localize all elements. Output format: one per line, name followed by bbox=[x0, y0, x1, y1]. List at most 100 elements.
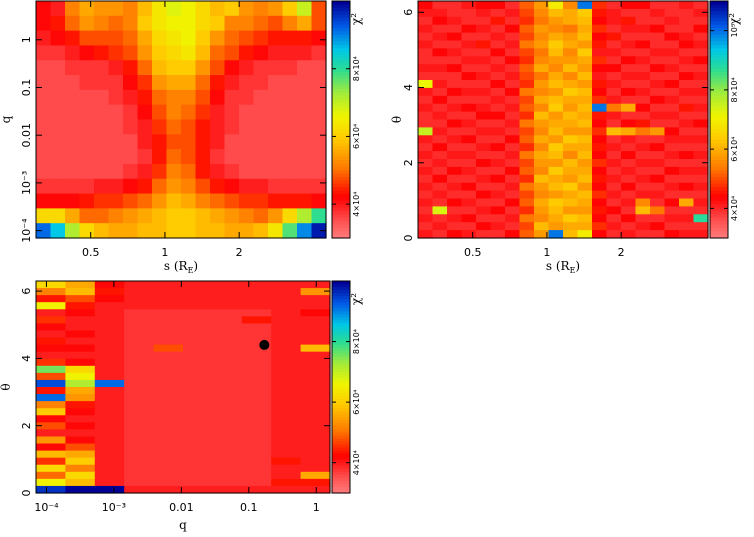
heatmap-cell bbox=[183, 365, 213, 374]
colorbar-step bbox=[710, 133, 728, 138]
heatmap-cell bbox=[592, 72, 608, 81]
heatmap-cell bbox=[606, 143, 622, 152]
heatmap-cell bbox=[606, 166, 622, 176]
heatmap-cell bbox=[183, 337, 213, 346]
colorbar-step bbox=[710, 58, 728, 63]
heatmap-cell bbox=[108, 89, 124, 106]
heatmap-cell bbox=[271, 281, 302, 289]
heatmap-cell bbox=[650, 103, 666, 113]
markers-q-theta bbox=[259, 339, 270, 350]
heatmap-cell bbox=[679, 174, 695, 184]
heatmap-cell bbox=[124, 330, 155, 339]
heatmap-cell bbox=[300, 401, 331, 409]
heatmap-cell bbox=[563, 143, 579, 152]
heatmap-cell bbox=[476, 8, 492, 18]
heatmap-cell bbox=[183, 422, 213, 430]
colorbar-frame bbox=[331, 0, 351, 239]
heatmap-cell bbox=[432, 127, 448, 136]
heatmap-cell bbox=[152, 119, 168, 135]
heatmap-cell bbox=[297, 104, 313, 121]
heatmap-cell bbox=[241, 408, 272, 416]
heatmap-cell bbox=[50, 149, 66, 165]
heatmap-cell bbox=[679, 159, 695, 168]
colorbar-step bbox=[710, 126, 728, 131]
heatmap-cell bbox=[300, 309, 331, 317]
x-tick-label: 1 bbox=[313, 501, 320, 514]
heatmap-cell bbox=[241, 394, 272, 402]
heatmap-cell bbox=[679, 103, 695, 113]
heatmap-cell bbox=[94, 45, 110, 61]
heatmap-cell bbox=[432, 72, 448, 81]
heatmap-cell bbox=[50, 75, 66, 91]
heatmap-cell bbox=[210, 134, 226, 150]
plot-frame-s-q bbox=[35, 0, 327, 239]
heatmap-cell bbox=[224, 89, 240, 106]
heatmap-cell bbox=[679, 135, 695, 144]
heatmap-cell bbox=[418, 135, 434, 144]
heatmap-cell bbox=[476, 56, 492, 65]
heatmap-cell bbox=[50, 193, 66, 209]
heatmap-cell bbox=[36, 30, 52, 47]
heatmap-cell bbox=[108, 223, 124, 239]
heatmap-cell bbox=[253, 223, 269, 239]
heatmap-cell bbox=[65, 15, 81, 32]
colorbar-step bbox=[332, 146, 350, 151]
heatmap-cell bbox=[239, 134, 255, 150]
heatmap-cell bbox=[621, 16, 637, 26]
heatmap-cell bbox=[679, 182, 695, 192]
heatmap-cell bbox=[505, 24, 521, 34]
heatmap-cell bbox=[166, 75, 182, 91]
heatmap-cell bbox=[621, 1, 637, 10]
heatmap-cell bbox=[461, 119, 477, 128]
heatmap-cell bbox=[563, 111, 579, 121]
heatmap-cell bbox=[432, 48, 448, 57]
heatmap-cell bbox=[548, 135, 564, 144]
heatmap-cell bbox=[212, 471, 243, 480]
heatmap-cell bbox=[606, 40, 622, 49]
heatmap-cell bbox=[65, 372, 96, 381]
heatmap-cell bbox=[548, 1, 564, 10]
heatmap-cell bbox=[693, 64, 709, 73]
heatmap-cell bbox=[123, 75, 139, 91]
colorbar-step bbox=[710, 4, 728, 9]
colorbar-step bbox=[332, 287, 350, 291]
heatmap-cell bbox=[195, 1, 211, 17]
heatmap-cell bbox=[241, 457, 272, 466]
heatmap-cell bbox=[548, 16, 564, 26]
colorbar-step bbox=[710, 99, 728, 104]
heatmap-cell bbox=[563, 230, 579, 239]
y-tick-label: 1 bbox=[20, 36, 33, 43]
colorbar-step bbox=[332, 438, 350, 443]
heatmap-cell bbox=[577, 72, 593, 81]
heatmap-cell bbox=[183, 450, 213, 459]
heatmap-cell bbox=[563, 182, 579, 192]
heatmap-cell bbox=[577, 119, 593, 128]
colorbar-step bbox=[710, 217, 728, 222]
heatmap-cell bbox=[212, 330, 243, 339]
colorbar-step bbox=[332, 227, 350, 232]
colorbar-step bbox=[710, 160, 728, 165]
heatmap-cell bbox=[253, 193, 269, 209]
colorbar-step bbox=[332, 365, 350, 370]
heatmap-cell bbox=[239, 149, 255, 165]
heatmap-cell bbox=[519, 72, 535, 81]
heatmap-cell bbox=[241, 471, 272, 480]
heatmap-cell bbox=[50, 45, 66, 61]
heatmap-cell bbox=[548, 56, 564, 65]
heatmap-cell bbox=[635, 135, 651, 144]
heatmap-cell bbox=[461, 159, 477, 168]
heatmap-cell bbox=[461, 151, 477, 160]
heatmap-cell bbox=[563, 159, 579, 168]
heatmap-cell bbox=[210, 178, 226, 195]
heatmap-cell bbox=[79, 134, 95, 150]
heatmap-cell bbox=[490, 214, 506, 223]
colorbar-s-q: 4×10⁴ 6×10⁴ 8×10⁴ χ² bbox=[331, 0, 363, 239]
heatmap-cell bbox=[195, 134, 211, 150]
heatmap-cell bbox=[490, 127, 506, 136]
colorbar-step bbox=[332, 465, 350, 470]
heatmap-cell bbox=[606, 214, 622, 223]
colorbar-step bbox=[332, 402, 350, 406]
heatmap-cell bbox=[635, 72, 651, 81]
heatmap-cell bbox=[519, 111, 535, 121]
